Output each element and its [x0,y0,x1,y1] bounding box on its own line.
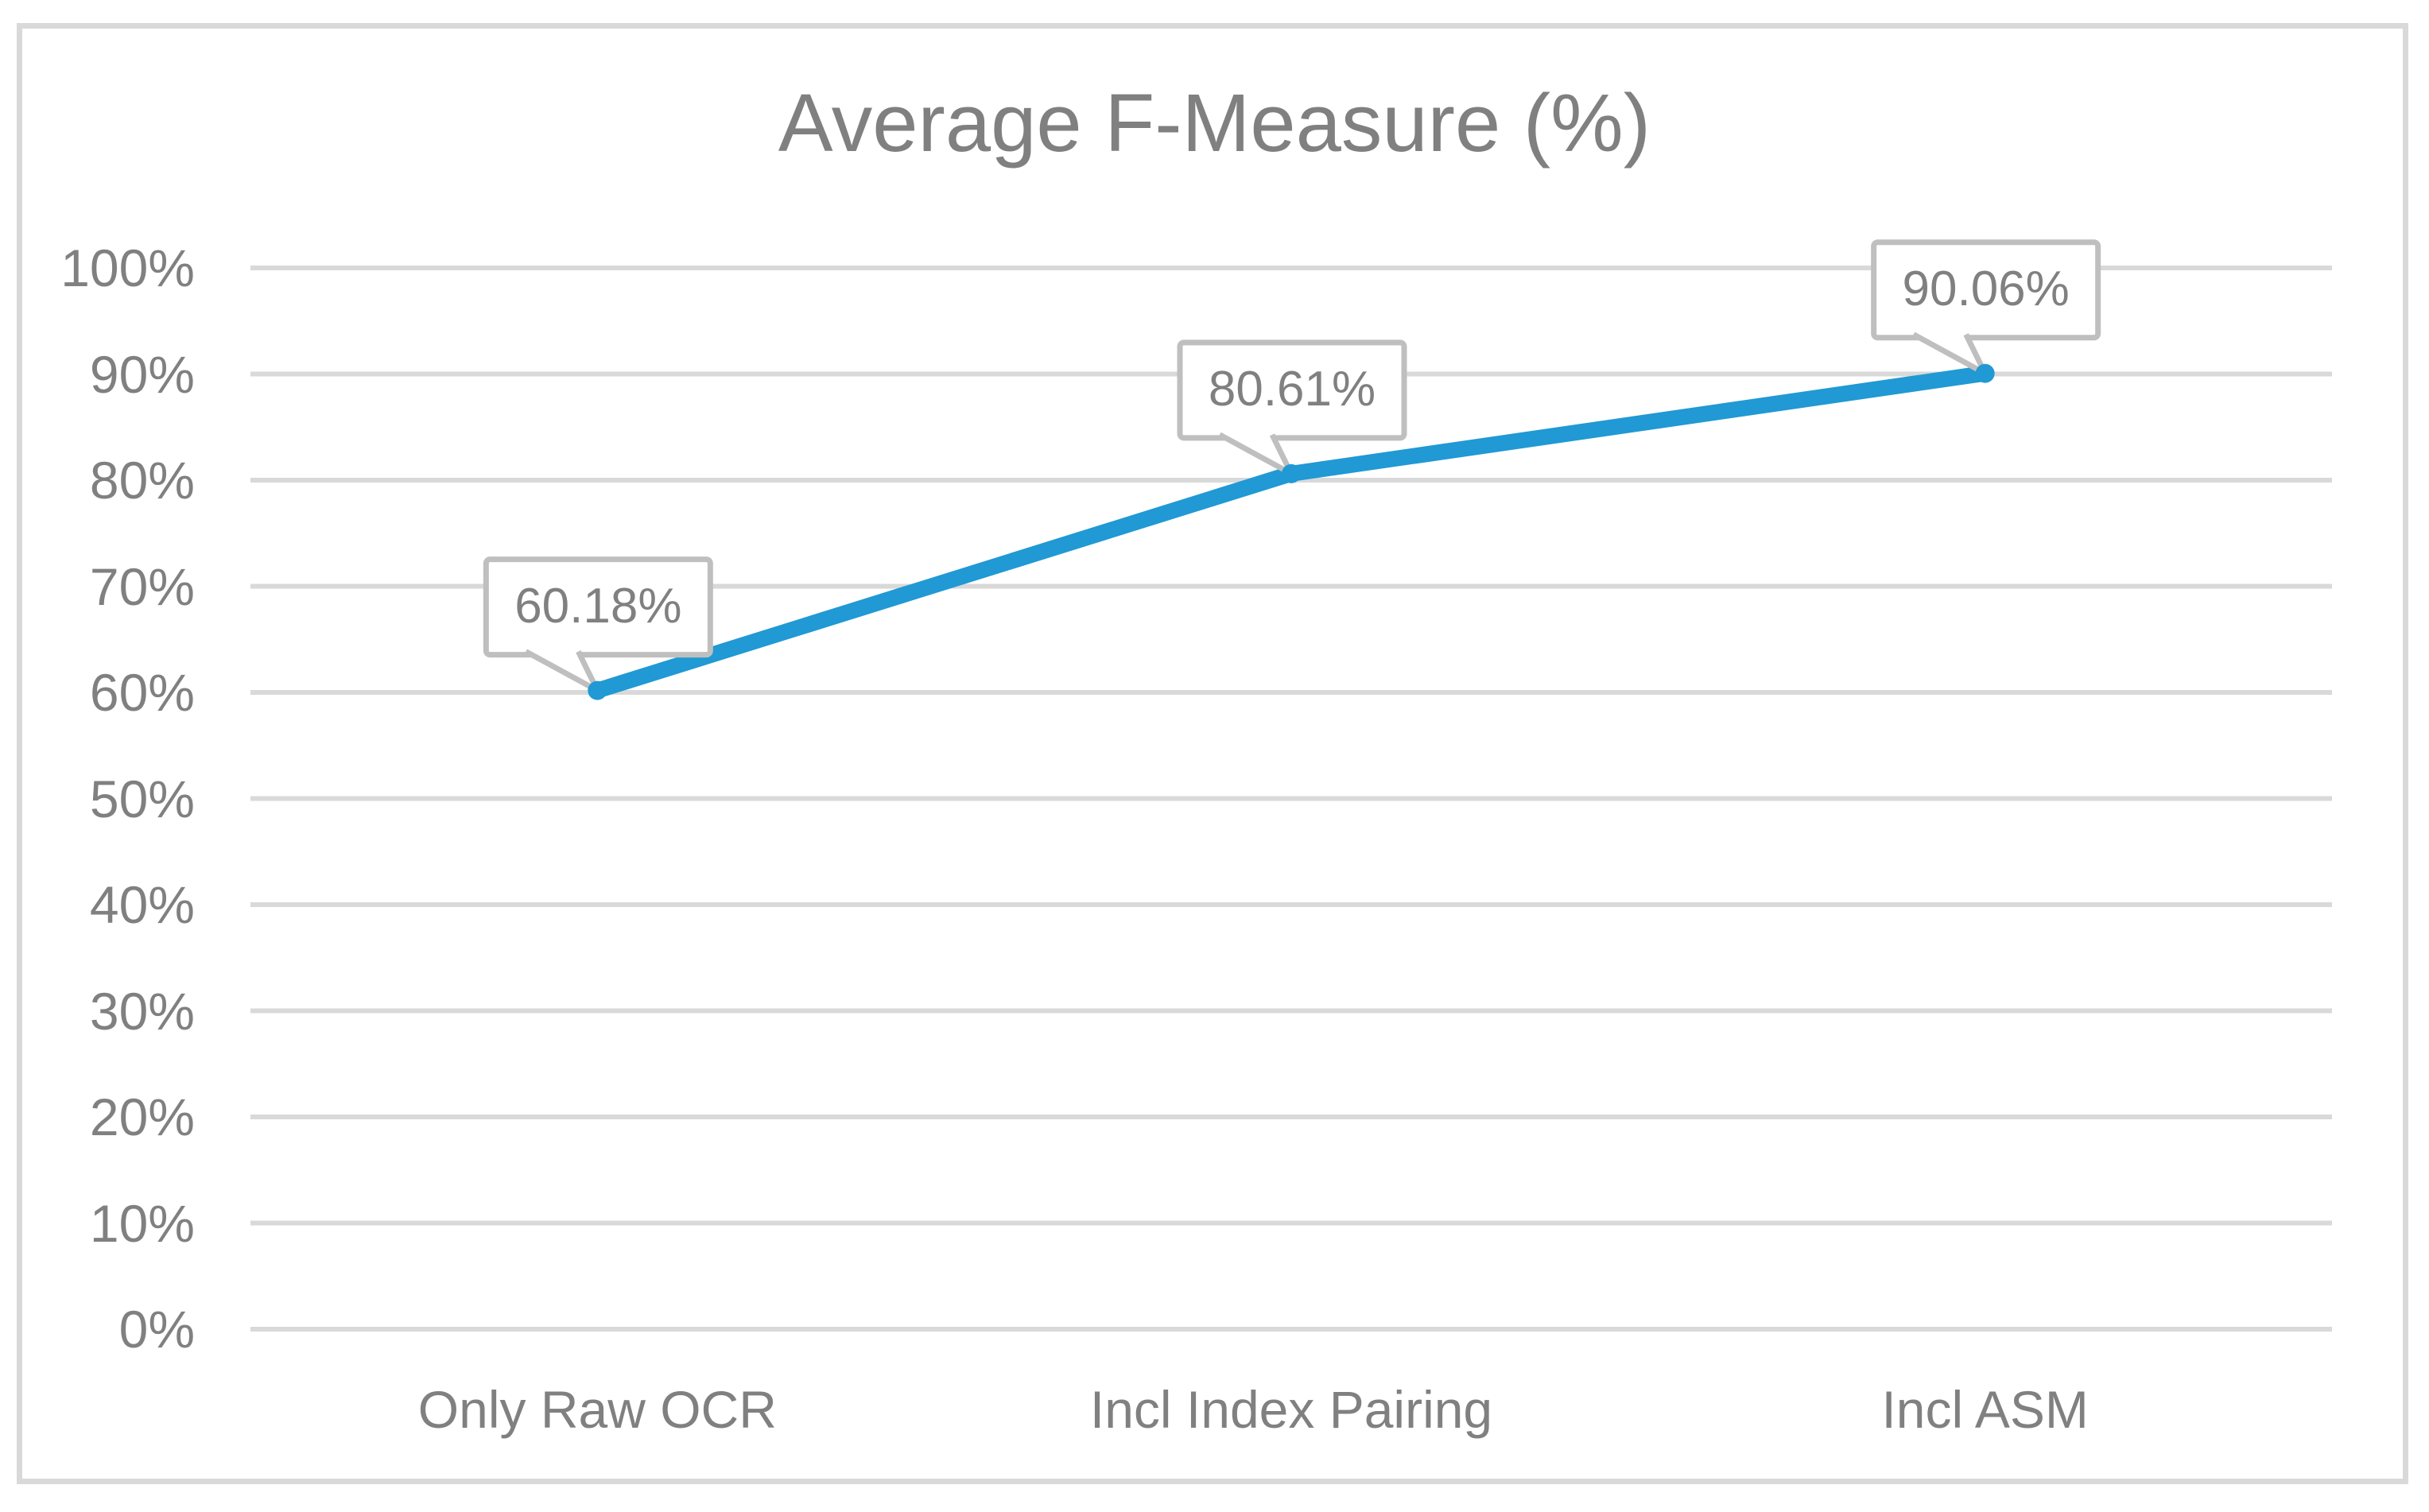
data-point-marker [1282,463,1301,483]
y-tick-label: 60% [89,663,195,722]
category-label: Incl Index Pairing [1089,1380,1493,1439]
y-tick-label: 80% [89,451,195,510]
y-tick-label: 50% [89,769,195,828]
data-label-value: 90.06% [1902,261,2070,316]
y-tick-label: 100% [60,238,195,297]
data-label-callout-box [1871,239,2101,341]
y-tick-label: 40% [89,875,195,934]
y-tick-label: 70% [89,556,195,616]
category-label: Incl ASM [1881,1380,2089,1439]
chart-title: Average F-Measure (%) [778,77,1651,169]
data-label-value: 60.18% [514,578,682,634]
y-tick-label: 10% [89,1193,195,1253]
y-tick-label: 20% [89,1087,195,1146]
y-tick-label: 90% [89,344,195,404]
y-tick-label: 30% [89,981,195,1041]
data-point-marker [588,680,607,700]
y-tick-label: 0% [118,1300,195,1359]
data-label-callout-box [483,556,713,658]
data-label-value: 80.61% [1208,361,1376,417]
category-label: Only Raw OCR [417,1380,777,1439]
data-point-marker [1975,363,1995,383]
data-label-callout-box [1177,339,1407,441]
